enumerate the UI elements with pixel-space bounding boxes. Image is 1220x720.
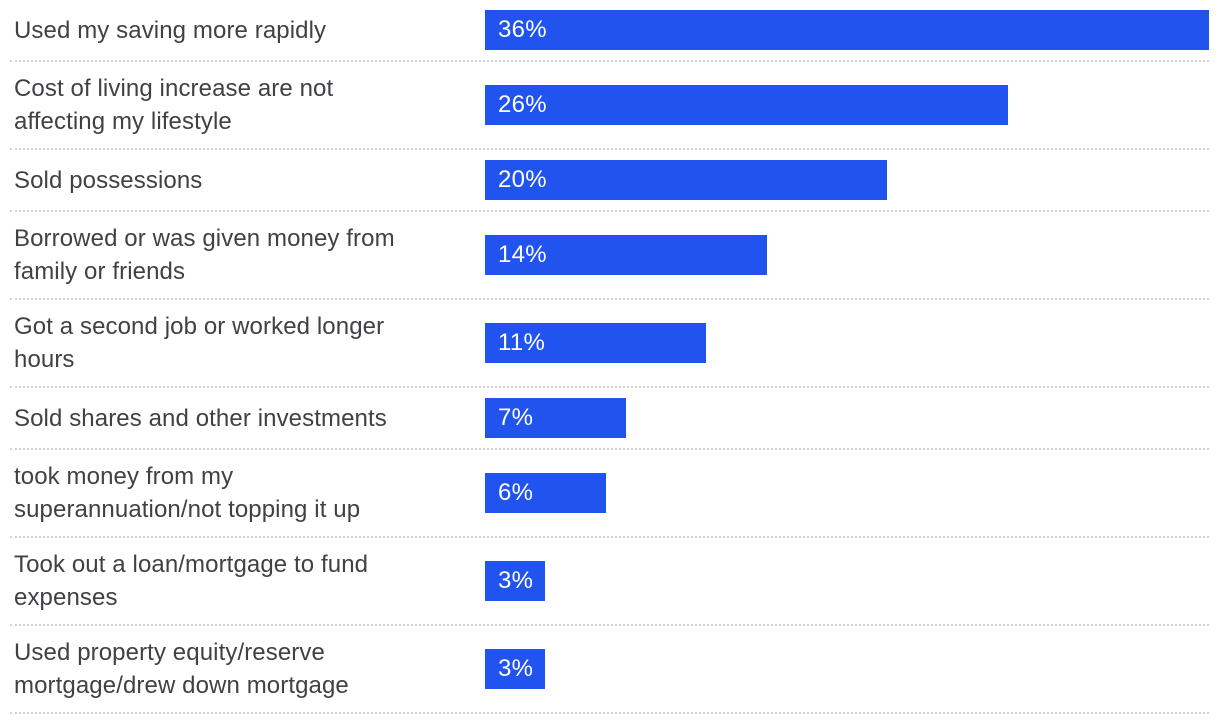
- value-label: 3%: [498, 567, 534, 594]
- value-bar: 14%: [485, 235, 767, 275]
- category-label: Used property equity/reserve mortgage/dr…: [14, 639, 349, 699]
- value-bar: 20%: [485, 160, 888, 200]
- value-bar: 3%: [485, 649, 546, 689]
- bar-area: 36%: [485, 10, 1209, 50]
- value-label: 36%: [498, 16, 547, 43]
- bar-area: 6%: [485, 473, 1209, 513]
- chart-row: took money from my superannuation/not to…: [10, 450, 1209, 538]
- category-label: Took out a loan/mortgage to fund expense…: [14, 551, 369, 611]
- value-bar: 11%: [485, 323, 707, 363]
- chart-row: Cost of living increase are not affectin…: [10, 62, 1209, 150]
- value-bar: 6%: [485, 473, 606, 513]
- chart-row: Borrowed or was given money from family …: [10, 212, 1209, 300]
- chart-row: Sold possessions 20%: [10, 150, 1209, 212]
- value-bar: 3%: [485, 561, 546, 601]
- category-label: took money from my superannuation/not to…: [14, 463, 361, 523]
- value-bar: 7%: [485, 398, 626, 438]
- bar-area: 3%: [485, 649, 1209, 689]
- chart-row: Used property equity/reserve mortgage/dr…: [10, 626, 1209, 714]
- chart-row: Sold shares and other investments 7%: [10, 388, 1209, 450]
- category-label: Sold possessions: [14, 166, 203, 194]
- bar-area: 7%: [485, 398, 1209, 438]
- value-label: 14%: [498, 241, 547, 268]
- value-label: 6%: [498, 479, 534, 506]
- category-label: Used my saving more rapidly: [14, 16, 327, 44]
- chart-row: Took out a loan/mortgage to fund expense…: [10, 538, 1209, 626]
- chart-row: Used my saving more rapidly 36%: [10, 0, 1209, 62]
- value-label: 20%: [498, 166, 547, 193]
- value-label: 7%: [498, 404, 534, 431]
- value-bar: 36%: [485, 10, 1209, 50]
- bar-area: 26%: [485, 85, 1209, 125]
- bar-area: 3%: [485, 561, 1209, 601]
- category-label: Borrowed or was given money from family …: [14, 225, 395, 285]
- bar-area: 11%: [485, 323, 1209, 363]
- value-label: 26%: [498, 91, 547, 118]
- value-label: 11%: [498, 329, 546, 356]
- category-label: Got a second job or worked longer hours: [14, 313, 385, 373]
- bar-area: 20%: [485, 160, 1209, 200]
- value-label: 3%: [498, 655, 534, 682]
- bar-area: 14%: [485, 235, 1209, 275]
- value-bar: 26%: [485, 85, 1008, 125]
- category-label: Cost of living increase are not affectin…: [14, 75, 334, 135]
- category-label: Sold shares and other investments: [14, 404, 387, 432]
- chart-row: Got a second job or worked longer hours …: [10, 300, 1209, 388]
